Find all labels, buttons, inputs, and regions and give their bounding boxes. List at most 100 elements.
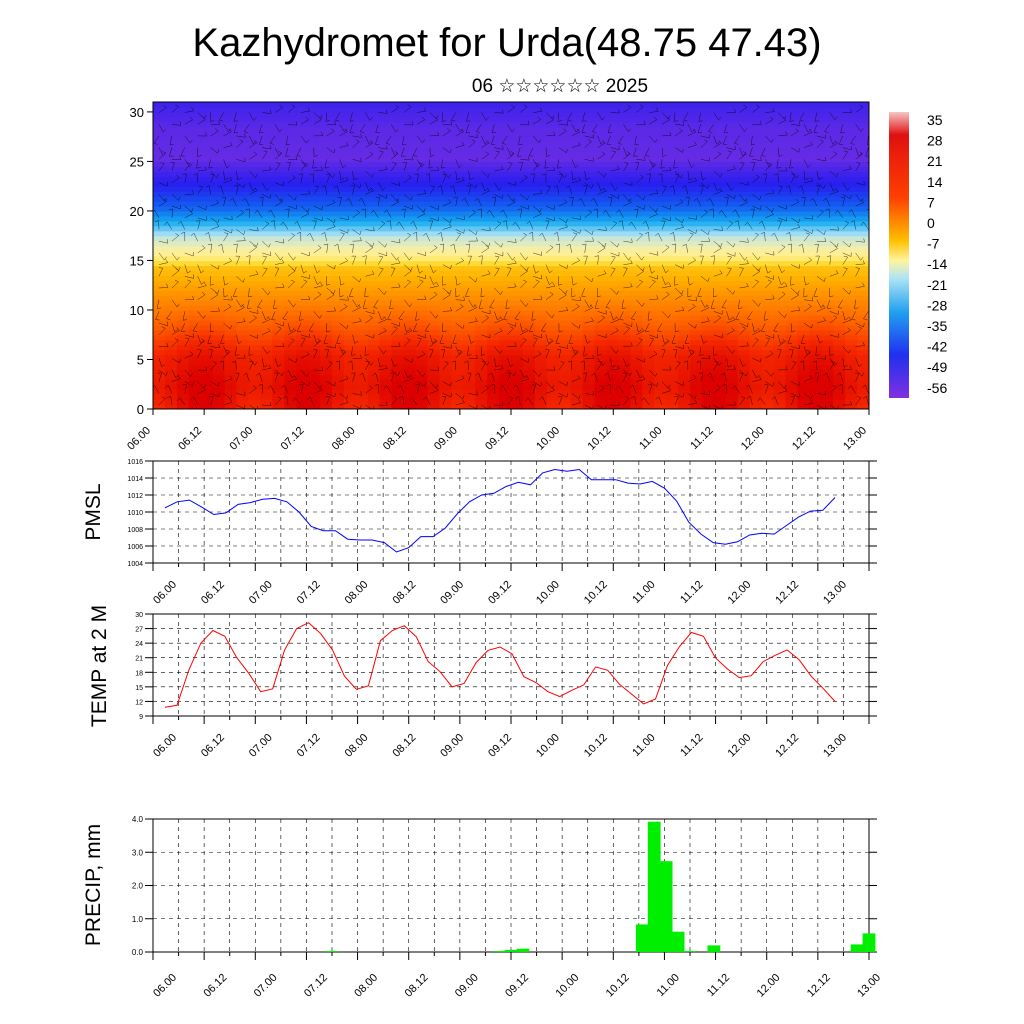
wind-barb: [210, 346, 220, 349]
heatmap-cell: [260, 151, 273, 158]
heatmap-cell: [594, 250, 607, 257]
heatmap-cell: [272, 280, 285, 286]
heatmap-cell: [654, 166, 667, 172]
heatmap-cell: [248, 314, 261, 321]
heatmap-cell: [153, 300, 166, 306]
heatmap-cell: [511, 314, 524, 321]
heatmap-cell: [678, 295, 691, 301]
wind-barb: [287, 378, 297, 382]
heatmap-cell: [534, 235, 548, 242]
heatmap-cell: [188, 344, 202, 351]
heatmap-cell: [355, 131, 369, 138]
heatmap-cell: [678, 111, 691, 118]
heatmap-cell: [594, 329, 607, 336]
heatmap-cell: [546, 359, 560, 366]
heatmap-cell: [272, 310, 285, 316]
heatmap-cell: [176, 379, 190, 385]
wind-barb: [163, 129, 167, 133]
wind-barb: [442, 330, 447, 333]
heatmap-cell: [606, 131, 619, 138]
heatmap-cell: [534, 215, 548, 222]
heatmap-cell: [833, 215, 846, 222]
heatmap-cell: [499, 245, 512, 252]
heatmap-cell: [224, 295, 238, 301]
heatmap-cell: [451, 102, 464, 108]
heatmap-cell: [558, 379, 572, 385]
heatmap-cell: [666, 334, 679, 341]
heatmap-cell: [857, 171, 869, 177]
wind-barb: [267, 209, 271, 214]
heatmap-cell: [284, 240, 297, 247]
wind-barb: [354, 341, 359, 344]
heatmap-cell: [200, 136, 214, 143]
heatmap-cell: [379, 290, 393, 296]
heatmap-cell: [713, 389, 727, 395]
heatmap-cell: [153, 310, 166, 316]
heatmap-cell: [606, 349, 619, 356]
heatmap-cell: [785, 290, 798, 296]
heatmap-cell: [284, 235, 297, 242]
heatmap-cell: [797, 319, 810, 326]
wind-barb: [395, 128, 399, 133]
wind-barb: [228, 128, 232, 132]
wind-barb: [161, 151, 166, 154]
heatmap-cell: [654, 334, 667, 341]
heatmap-cell: [188, 116, 202, 123]
wind-barb: [460, 128, 464, 133]
heatmap-cell: [845, 255, 858, 262]
heatmap-cell: [785, 319, 798, 326]
heatmap-cell: [678, 186, 691, 192]
heatmap-cell: [212, 250, 226, 257]
wind-barb: [274, 328, 282, 335]
heatmap-cell: [153, 265, 166, 271]
heatmap-cell: [511, 111, 524, 118]
heatmap-cell: [773, 275, 786, 281]
heatmap-cell: [499, 191, 512, 197]
heatmap-cell: [487, 389, 500, 395]
wind-barb: [339, 295, 344, 298]
heatmap-cell: [463, 285, 476, 291]
wind-barb: [365, 142, 374, 148]
heatmap-cell: [833, 136, 846, 143]
wind-barb: [275, 182, 284, 187]
heatmap-cell: [391, 280, 405, 286]
heatmap-cell: [367, 364, 381, 370]
heatmap-cell: [582, 354, 596, 361]
heatmap-cell: [367, 354, 381, 361]
wind-barb: [282, 311, 289, 319]
heatmap-cell: [248, 349, 261, 356]
heatmap-cell: [546, 240, 560, 247]
heatmap-cell: [701, 196, 715, 202]
heatmap-cell: [236, 319, 249, 326]
wind-barb: [190, 351, 194, 355]
heatmap-cell: [284, 280, 297, 286]
wind-barb: [400, 384, 405, 394]
wind-barb: [375, 196, 380, 199]
heatmap-cell: [809, 136, 822, 143]
wind-barb: [270, 209, 276, 218]
heatmap-cell: [284, 230, 297, 237]
heatmap-cell: [785, 260, 798, 267]
wind-barb: [182, 173, 187, 175]
wind-barb: [189, 210, 193, 214]
heatmap-cell: [797, 136, 810, 143]
wind-barb: [455, 197, 458, 207]
wind-barb: [321, 366, 324, 371]
heatmap-cell: [391, 176, 405, 182]
wind-barb: [339, 217, 349, 221]
wind-barb: [245, 208, 250, 211]
heatmap-cell: [296, 141, 309, 148]
heatmap-cell: [153, 394, 166, 400]
heatmap-cell: [558, 324, 572, 331]
wind-barb: [217, 149, 220, 154]
wind-barb: [270, 145, 272, 150]
heatmap-cell: [296, 339, 309, 346]
heatmap-cell: [451, 399, 464, 405]
heatmap-cell: [499, 305, 512, 311]
wind-barb: [197, 220, 201, 230]
wind-barb: [308, 322, 315, 331]
heatmap-cell: [666, 285, 679, 291]
heatmap-cell: [511, 359, 524, 366]
wind-barb: [154, 385, 160, 394]
heatmap-cell: [713, 215, 727, 222]
